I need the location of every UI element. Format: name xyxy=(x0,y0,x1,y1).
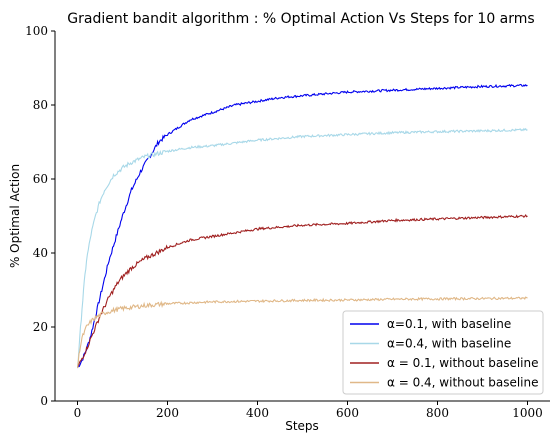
x-tick-label: 200 xyxy=(156,406,179,420)
x-axis-label: Steps xyxy=(285,419,319,433)
y-ticks: 0 20 40 60 80 100 xyxy=(25,24,55,408)
legend-label-3: α = 0.4, without baseline xyxy=(387,376,539,390)
x-tick-label: 0 xyxy=(74,406,82,420)
y-tick-label: 0 xyxy=(40,394,48,408)
legend-label-1: α=0.4, with baseline xyxy=(387,337,511,351)
x-tick-label: 800 xyxy=(426,406,449,420)
x-ticks: 0 200 400 600 800 1000 xyxy=(74,401,543,420)
y-tick-label: 20 xyxy=(33,320,48,334)
x-tick-label: 600 xyxy=(336,406,359,420)
legend-label-0: α=0.1, with baseline xyxy=(387,317,511,331)
y-axis-label: % Optimal Action xyxy=(8,164,22,268)
series-layer xyxy=(76,83,528,369)
series-line-1 xyxy=(76,127,528,369)
x-tick-label: 1000 xyxy=(512,406,543,420)
plot-axes xyxy=(54,31,550,402)
x-tick-label: 400 xyxy=(246,406,269,420)
y-tick-label: 60 xyxy=(33,172,48,186)
series-line-2 xyxy=(77,213,528,368)
legend-box xyxy=(342,310,544,395)
y-tick-label: 40 xyxy=(33,246,48,260)
series-line-3 xyxy=(76,296,528,369)
legend-label-2: α = 0.1, without baseline xyxy=(387,356,539,370)
legend: α=0.1, with baseline α=0.4, with baseline… xyxy=(342,310,544,395)
y-tick-label: 80 xyxy=(33,98,48,112)
chart-title: Gradient bandit algorithm : % Optimal Ac… xyxy=(67,11,534,27)
y-tick-label: 100 xyxy=(25,24,48,38)
